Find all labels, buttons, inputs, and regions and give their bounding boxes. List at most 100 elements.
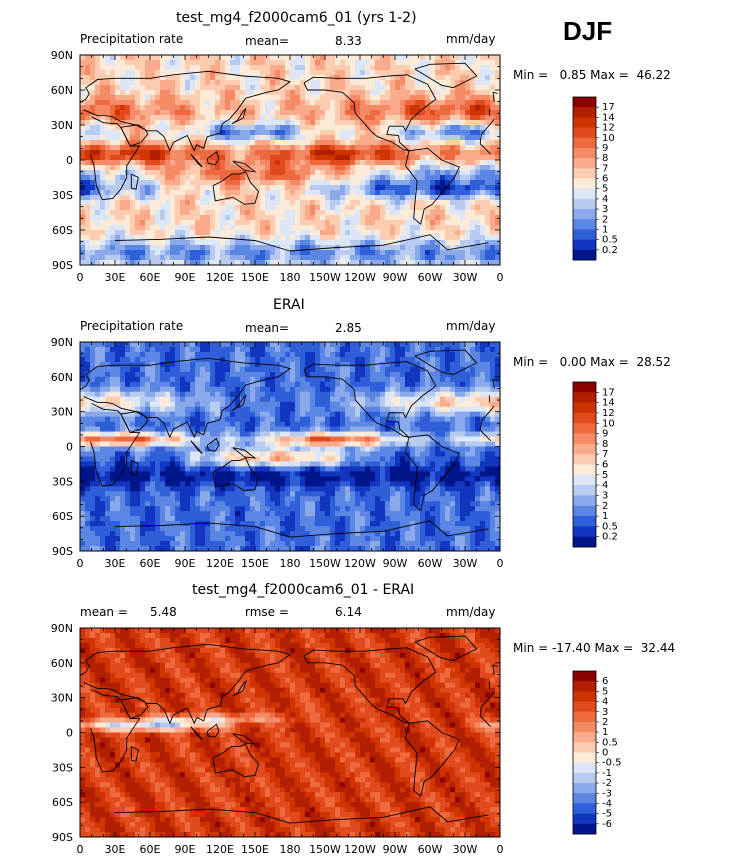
colorbar-box bbox=[573, 219, 596, 230]
y-tick-label: 60N bbox=[51, 84, 73, 97]
colorbar-box bbox=[573, 516, 596, 527]
colorbar-box bbox=[573, 485, 596, 496]
colorbar-label: 1 bbox=[602, 224, 608, 235]
colorbar-box bbox=[573, 392, 596, 403]
panel3-title: test_mg4_f2000cam6_01 - ERAI bbox=[192, 582, 415, 598]
colorbar-label: 5 bbox=[602, 184, 608, 195]
x-tick-label: 60E bbox=[140, 843, 161, 856]
colorbar-label: -1 bbox=[602, 768, 612, 779]
panel1-units: mm/day bbox=[446, 32, 496, 46]
colorbar-label: 7 bbox=[602, 449, 608, 460]
y-tick-label: 30S bbox=[52, 761, 73, 774]
colorbar-box bbox=[573, 249, 596, 261]
panel2-units: mm/day bbox=[446, 319, 496, 333]
colorbar-box bbox=[573, 198, 596, 210]
y-tick-label: 90N bbox=[51, 336, 73, 349]
x-tick-label: 90W bbox=[383, 843, 408, 856]
panel3-mean-label: mean = bbox=[80, 605, 128, 619]
x-tick-label: 30W bbox=[453, 271, 478, 284]
y-tick-label: 30N bbox=[51, 406, 73, 419]
colorbar-box bbox=[573, 97, 596, 108]
colorbar-box bbox=[573, 168, 596, 179]
colorbar-box bbox=[573, 691, 596, 702]
colorbar-label: 6 bbox=[602, 676, 608, 687]
x-tick-label: 90E bbox=[175, 843, 196, 856]
colorbar-label: 4 bbox=[602, 194, 608, 205]
colorbar-label: 17 bbox=[602, 102, 615, 113]
y-tick-label: 30S bbox=[52, 189, 73, 202]
panel2-mean-label: mean= bbox=[245, 321, 290, 335]
colorbar-box bbox=[573, 229, 596, 240]
y-tick-label: 90N bbox=[51, 622, 73, 635]
colorbar-box bbox=[573, 495, 596, 507]
season-label: DJF bbox=[563, 16, 613, 46]
colorbar-box bbox=[573, 158, 596, 169]
colorbar-box bbox=[573, 423, 596, 434]
colorbar-label: 4 bbox=[602, 480, 608, 491]
colorbar-label: 2 bbox=[602, 717, 608, 728]
colorbar-label: 8 bbox=[602, 153, 608, 164]
colorbar-box bbox=[573, 474, 596, 486]
x-tick-label: 30E bbox=[105, 557, 126, 570]
x-tick-label: 60W bbox=[418, 843, 443, 856]
colorbar-box bbox=[573, 239, 596, 251]
y-tick-label: 90S bbox=[52, 545, 73, 558]
x-tick-label: 90W bbox=[383, 557, 408, 570]
x-tick-label: 90E bbox=[175, 557, 196, 570]
colorbar-box bbox=[573, 671, 596, 682]
colorbar-box bbox=[573, 742, 596, 753]
x-tick-label: 120W bbox=[344, 557, 376, 570]
panel1-minmax: Min = 0.85 Max = 46.22 bbox=[513, 68, 671, 82]
colorbar-label: 10 bbox=[602, 418, 615, 429]
x-tick-label: 0 bbox=[77, 271, 84, 284]
colorbar-box bbox=[573, 443, 596, 455]
colorbar-label: 2 bbox=[602, 214, 608, 225]
y-tick-label: 30N bbox=[51, 119, 73, 132]
x-tick-label: 60E bbox=[140, 557, 161, 570]
colorbar-label: 14 bbox=[602, 112, 615, 123]
colorbar-box bbox=[573, 823, 596, 835]
colorbar-label: 3 bbox=[602, 707, 608, 718]
colorbar-box bbox=[573, 711, 596, 723]
y-tick-label: 60N bbox=[51, 657, 73, 670]
colorbar-label: 9 bbox=[602, 143, 608, 154]
x-tick-label: 0 bbox=[497, 843, 504, 856]
colorbar-label: 17 bbox=[602, 387, 615, 398]
colorbar-label: 3 bbox=[602, 204, 608, 215]
colorbar-box bbox=[573, 382, 596, 393]
x-tick-label: 30E bbox=[105, 843, 126, 856]
colorbar-box bbox=[573, 803, 596, 814]
colorbar-label: 8 bbox=[602, 439, 608, 450]
colorbar-box bbox=[573, 752, 596, 763]
panel3-minmax: Min = -17.40 Max = 32.44 bbox=[513, 641, 676, 655]
panel3-rmse-value: 6.14 bbox=[335, 605, 362, 619]
colorbar-label: 12 bbox=[602, 408, 615, 419]
colorbar-box bbox=[573, 813, 596, 825]
colorbar-label: 0.2 bbox=[602, 532, 618, 543]
precip-field bbox=[80, 628, 500, 837]
colorbar-box bbox=[573, 209, 596, 220]
colorbar-box bbox=[573, 402, 596, 414]
colorbar-box bbox=[573, 464, 596, 476]
colorbar-label: -5 bbox=[602, 809, 612, 820]
y-tick-label: 0 bbox=[66, 441, 73, 454]
x-tick-label: 30E bbox=[105, 271, 126, 284]
panel1-title: test_mg4_f2000cam6_01 (yrs 1-2) bbox=[176, 10, 417, 26]
x-tick-label: 30W bbox=[453, 843, 478, 856]
colorbar-box bbox=[573, 412, 596, 424]
colorbar-box bbox=[573, 147, 596, 159]
x-tick-label: 0 bbox=[497, 271, 504, 284]
colorbar-box bbox=[573, 793, 596, 804]
y-tick-label: 30N bbox=[51, 692, 73, 705]
colorbar-box bbox=[573, 505, 596, 517]
colorbar-label: 1 bbox=[602, 511, 608, 522]
colorbar-label: 12 bbox=[602, 123, 615, 134]
map-panel-1: 0 30E 60E 90E 120E 150E 180 150W 120W 90W 60W 30W 09… bbox=[51, 49, 618, 284]
colorbar-label: -3 bbox=[602, 788, 612, 799]
colorbar-label: 2 bbox=[602, 501, 608, 512]
x-tick-label: 0 bbox=[77, 557, 84, 570]
x-tick-label: 120E bbox=[206, 557, 234, 570]
